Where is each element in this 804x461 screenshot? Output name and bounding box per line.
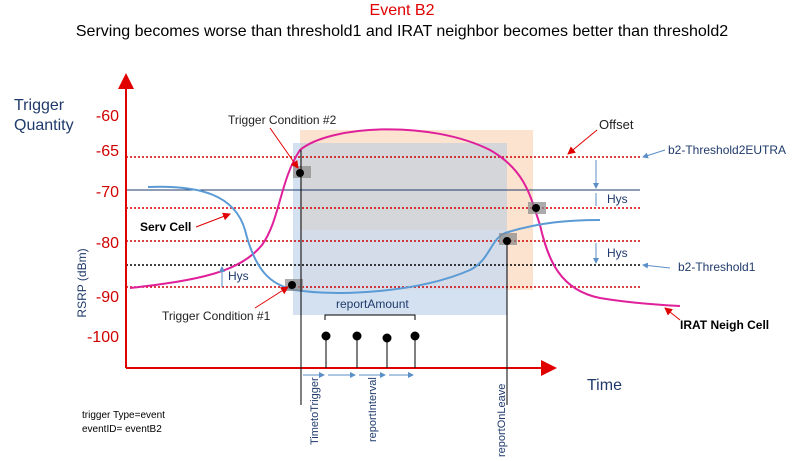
- label: Trigger Condition #2: [228, 113, 337, 127]
- label: Hys: [607, 246, 628, 260]
- y-title: Quantity: [14, 117, 74, 134]
- y-label: -70: [96, 184, 119, 201]
- label: TimetoTrigger: [309, 377, 321, 445]
- title: Event B2: [370, 2, 435, 19]
- label: Trigger Condition #1: [162, 309, 271, 323]
- timing: [300, 150, 508, 405]
- serv-curve: [147, 185, 601, 294]
- y-title: Trigger: [14, 97, 65, 114]
- label: b2-Threshold1: [678, 260, 756, 274]
- footer: eventID= eventB2: [82, 424, 162, 435]
- threshold-lines: [126, 156, 640, 288]
- y-label: -65: [96, 143, 119, 160]
- pointers: [195, 127, 681, 321]
- y-label: -100: [87, 329, 119, 346]
- neigh-curve: [129, 128, 681, 307]
- label: IRAT Neigh Cell: [680, 318, 769, 332]
- x-title: Time: [587, 377, 622, 394]
- label: b2-Threshold2EUTRA: [668, 143, 786, 157]
- label: Offset: [599, 117, 634, 132]
- label: reportInterval: [367, 377, 379, 442]
- subtitle: Serving becomes worse than threshold1 an…: [76, 23, 728, 40]
- y-unit: RSRP (dBm): [75, 248, 89, 317]
- y-label: -60: [96, 108, 119, 125]
- label: Hys: [607, 192, 628, 206]
- label: reportOnLeave: [496, 384, 508, 457]
- footer: trigger Type=event: [82, 410, 165, 421]
- overlap-region: [300, 143, 507, 230]
- markers: [285, 166, 546, 291]
- label: Hys: [228, 269, 249, 283]
- y-label: -80: [96, 235, 119, 252]
- label: reportAmount: [336, 297, 409, 311]
- y-label: -90: [96, 289, 119, 306]
- label: Serv Cell: [140, 220, 191, 234]
